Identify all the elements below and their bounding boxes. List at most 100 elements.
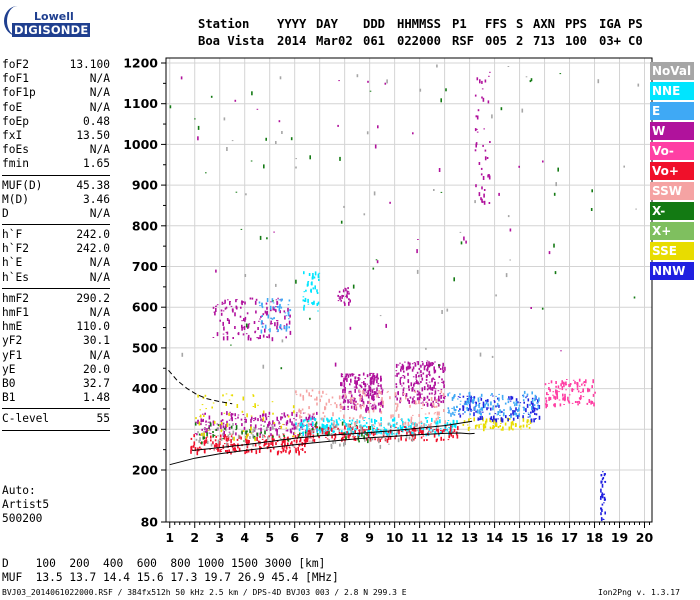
echo-point [354,398,356,400]
echo-point [309,440,311,442]
echo-point [534,412,536,415]
echo-point [531,391,533,395]
echo-point [273,422,275,425]
echo-point [487,407,490,409]
echo-point [347,431,350,436]
echo-point [267,415,270,417]
echo-point [556,393,558,398]
echo-point [475,404,477,407]
echo-point [371,395,373,400]
echo-point [452,397,454,400]
echo-point [264,324,267,329]
echo-point [568,394,571,396]
echo-point [437,402,439,404]
echo-point [294,432,296,434]
echo-point [265,442,268,445]
echo-point [269,422,271,425]
echo-point [530,418,533,423]
echo-point [220,422,223,426]
header-label-p1: P1 [452,17,467,31]
echo-point [396,403,399,408]
echo-point [326,438,329,440]
echo-point [493,400,496,403]
echo-point [475,410,477,413]
echo-point [591,385,593,389]
echo-point [583,381,586,383]
echo-point [296,412,298,414]
echo-point [282,441,284,443]
echo-point [250,418,252,423]
echo-point [324,406,326,411]
echo-point [289,314,291,318]
echo-point [241,423,243,427]
echo-point [283,310,286,313]
echo-point [536,408,538,411]
echo-point [301,448,304,451]
echo-point [342,389,344,394]
echo-point [340,432,343,435]
echo-point [504,402,507,405]
echo-point [442,438,445,441]
echo-point [374,438,376,441]
echo-point [437,382,440,384]
echo-point [334,362,337,367]
echo-point [568,401,571,404]
echo-point [509,400,512,402]
echo-point [477,397,480,401]
echo-point [376,373,379,377]
echo-point [464,411,466,414]
echo-point [252,394,255,397]
echo-point [380,399,383,404]
echo-point [219,319,221,322]
echo-point [341,373,344,375]
echo-point [462,395,465,398]
y-tick-label: 200 [132,463,158,478]
echo-point [264,436,266,438]
echo-point [433,394,436,396]
echo-point [370,377,372,381]
echo-point [363,420,365,421]
echo-point [413,382,416,385]
echo-point [315,423,317,428]
echo-point [533,404,536,407]
echo-point [562,397,565,400]
echo-point [237,416,239,419]
echo-point [380,401,383,406]
echo-point [496,414,499,416]
echo-point [518,413,520,417]
echo-point [366,374,369,378]
echo-point [339,295,341,300]
echo-point [198,433,201,436]
echo-point [439,364,441,366]
echo-point [423,366,426,371]
echo-point [482,200,484,203]
echo-point [285,421,288,426]
echo-point [399,382,402,385]
echo-point [344,425,346,430]
echo-point [201,404,204,406]
echo-point [436,64,438,68]
echo-point [310,289,312,293]
echo-point [348,292,350,295]
echo-point [552,391,555,393]
echo-point [321,417,323,421]
echo-point [343,433,346,438]
echo-point [499,425,501,428]
echo-point [275,428,277,432]
echo-point [476,424,478,427]
echo-point [347,374,350,378]
echo-point [334,426,336,429]
echo-point [372,372,374,377]
echo-point [436,420,439,425]
trace-dashed [168,369,233,405]
echo-point [302,396,305,401]
echo-point [600,512,602,516]
echo-point [465,407,468,409]
echo-point [585,379,587,384]
echo-point [371,379,374,381]
echo-point [212,306,215,309]
echo-point [488,412,491,415]
echo-point [262,313,265,316]
echo-point [299,437,302,442]
echo-point [410,432,413,434]
